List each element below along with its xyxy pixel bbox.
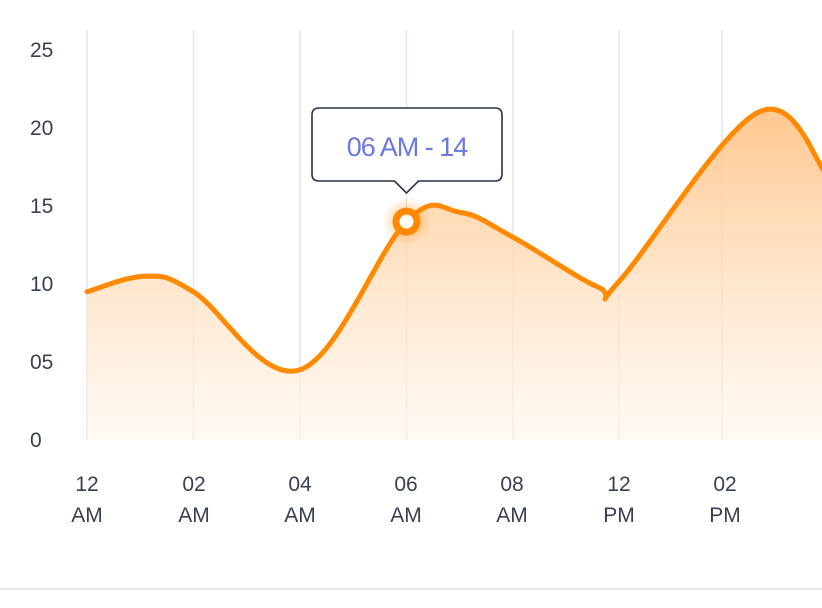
x-tick-label: 06 — [394, 473, 417, 496]
y-tick-label: 20 — [30, 117, 53, 140]
x-tick-label: PM — [603, 504, 635, 527]
y-tick-label: 15 — [30, 195, 53, 218]
y-axis-ticks: 0 05 10 15 20 25 — [30, 39, 53, 452]
x-axis-ticks: 12 AM 02 AM 04 AM 06 AM 08 AM 12 PM 02 PM — [71, 473, 741, 527]
x-tick-label: 02 — [713, 473, 736, 496]
highlight-point[interactable] — [392, 207, 421, 236]
x-tick-label: 02 — [182, 473, 205, 496]
x-tick-label: 08 — [500, 473, 523, 496]
x-tick-label: 12 — [607, 473, 630, 496]
x-tick-label: AM — [496, 504, 528, 527]
y-tick-label: 05 — [30, 351, 53, 374]
x-tick-label: PM — [709, 504, 741, 527]
x-tick-label: AM — [178, 504, 210, 527]
x-tick-label: 04 — [288, 473, 312, 496]
highlight-group[interactable]: 06 AM - 14 — [311, 107, 503, 246]
x-tick-label: AM — [71, 504, 103, 527]
tooltip-label: 06 AM - 14 — [347, 132, 469, 162]
y-tick-label: 25 — [30, 39, 53, 62]
tooltip-box — [311, 107, 503, 195]
x-tick-label: AM — [284, 504, 316, 527]
x-tick-label: AM — [390, 504, 422, 527]
y-tick-label: 0 — [30, 429, 42, 452]
series-area — [87, 109, 822, 440]
bottom-divider — [0, 588, 822, 590]
series-line — [84, 106, 822, 374]
y-tick-label: 10 — [30, 273, 53, 296]
x-tick-label: 12 — [75, 473, 98, 496]
